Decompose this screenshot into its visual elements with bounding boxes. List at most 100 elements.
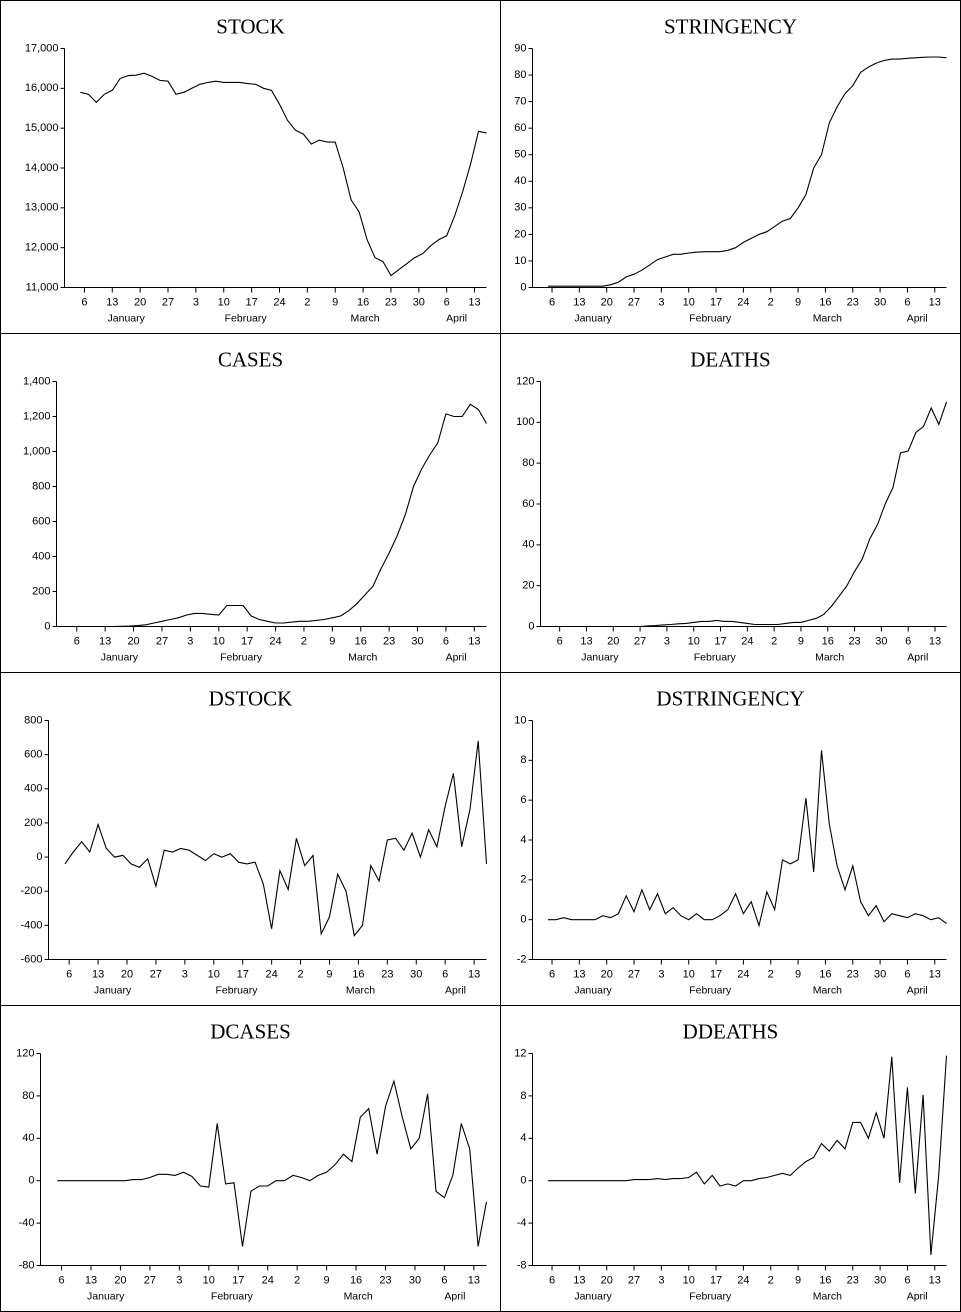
y-tick-label: 1,400 [23, 375, 51, 387]
y-tick-label: 8 [520, 754, 526, 766]
x-tick-label: 2 [768, 968, 774, 980]
x-tick-label: 3 [182, 968, 188, 980]
x-tick-label: 27 [628, 1274, 640, 1286]
y-tick-label: 60 [514, 122, 526, 134]
month-label: March [813, 984, 842, 996]
month-label: January [574, 984, 612, 996]
x-tick-label: 30 [875, 635, 887, 647]
x-tick-label: 10 [208, 968, 220, 980]
x-tick-label: 2 [297, 968, 303, 980]
x-tick-label: 6 [904, 1274, 910, 1286]
y-tick-label: 800 [24, 714, 42, 726]
series-line [548, 56, 947, 287]
month-label: January [574, 1290, 612, 1302]
x-tick-label: 16 [822, 635, 834, 647]
y-tick-label: 13,000 [25, 202, 59, 214]
y-tick-label: 90 [514, 42, 526, 54]
month-label: February [216, 984, 259, 996]
y-tick-label: 0 [520, 1175, 526, 1187]
x-tick-label: 20 [607, 635, 619, 647]
chart-title: DSTRINGENCY [656, 686, 804, 710]
month-label: April [907, 1290, 928, 1302]
x-tick-label: 30 [409, 1274, 421, 1286]
chart-title: DCASES [210, 1019, 291, 1043]
y-tick-label: 11,000 [26, 281, 59, 293]
x-tick-label: 23 [383, 635, 395, 647]
x-tick-label: 24 [741, 635, 753, 647]
y-tick-label: 20 [514, 228, 526, 240]
y-tick-label: 0 [528, 620, 534, 632]
x-tick-label: 20 [601, 296, 613, 308]
y-tick-label: 0 [520, 914, 526, 926]
x-tick-label: 3 [176, 1274, 182, 1286]
y-tick-label: 600 [32, 515, 50, 527]
series-line [80, 72, 487, 277]
y-tick-label: 8 [520, 1090, 526, 1102]
x-tick-label: 3 [658, 968, 664, 980]
x-tick-label: 3 [658, 1274, 664, 1286]
x-tick-label: 6 [444, 296, 450, 308]
x-tick-label: 13 [99, 635, 111, 647]
x-tick-label: 17 [710, 296, 722, 308]
x-tick-label: 20 [127, 635, 139, 647]
month-label: March [813, 1290, 842, 1302]
x-tick-label: 2 [768, 296, 774, 308]
y-tick-label: 1,000 [23, 445, 51, 457]
x-tick-label: 6 [443, 635, 449, 647]
x-tick-label: 6 [549, 1274, 555, 1286]
y-tick-label: 4 [520, 834, 526, 846]
x-tick-label: 23 [381, 968, 393, 980]
x-tick-label: 6 [66, 968, 72, 980]
y-tick-label: -600 [20, 953, 42, 965]
series-line [555, 401, 948, 628]
x-tick-label: 17 [232, 1274, 244, 1286]
y-tick-label: -40 [19, 1217, 35, 1229]
y-tick-label: -400 [20, 919, 42, 931]
x-tick-label: 20 [121, 968, 133, 980]
x-tick-label: 27 [634, 635, 646, 647]
x-tick-label: 6 [904, 968, 910, 980]
y-tick-label: 40 [514, 175, 526, 187]
x-tick-label: 27 [628, 296, 640, 308]
x-tick-label: 27 [150, 968, 162, 980]
x-tick-label: 6 [74, 635, 80, 647]
x-tick-label: 13 [573, 1274, 585, 1286]
y-tick-label: 1,200 [23, 410, 51, 422]
x-tick-label: 10 [203, 1274, 215, 1286]
x-tick-label: 6 [557, 635, 563, 647]
x-tick-label: 13 [468, 1274, 480, 1286]
y-tick-label: 200 [24, 817, 42, 829]
x-tick-label: 27 [628, 968, 640, 980]
x-tick-label: 24 [266, 968, 278, 980]
x-tick-label: 20 [134, 296, 146, 308]
x-tick-label: 9 [795, 1274, 801, 1286]
x-tick-label: 27 [144, 1274, 156, 1286]
x-tick-label: 30 [874, 296, 886, 308]
chart-title: STOCK [216, 14, 284, 38]
month-label: January [574, 312, 612, 324]
y-tick-label: -200 [20, 885, 42, 897]
series-line [57, 1079, 488, 1247]
x-tick-label: 13 [929, 635, 941, 647]
y-tick-label: -80 [19, 1259, 35, 1271]
chart-title: DEATHS [690, 347, 771, 371]
x-tick-label: 6 [442, 968, 448, 980]
x-tick-label: 3 [664, 635, 670, 647]
y-tick-label: 200 [32, 585, 50, 597]
month-label: January [87, 1290, 125, 1302]
month-label: March [346, 984, 375, 996]
y-tick-label: 40 [522, 539, 534, 551]
month-label: February [689, 1290, 732, 1302]
chart-title: STRINGENCY [664, 14, 797, 38]
x-tick-label: 17 [237, 968, 249, 980]
x-tick-label: 3 [658, 296, 664, 308]
month-label: March [813, 312, 842, 324]
x-tick-label: 23 [847, 296, 859, 308]
x-tick-label: 16 [350, 1274, 362, 1286]
month-label: February [689, 984, 732, 996]
month-label: April [444, 1290, 465, 1302]
y-tick-label: 60 [522, 498, 534, 510]
y-tick-label: -4 [517, 1217, 527, 1229]
x-tick-label: 2 [768, 1274, 774, 1286]
x-tick-label: 9 [329, 635, 335, 647]
